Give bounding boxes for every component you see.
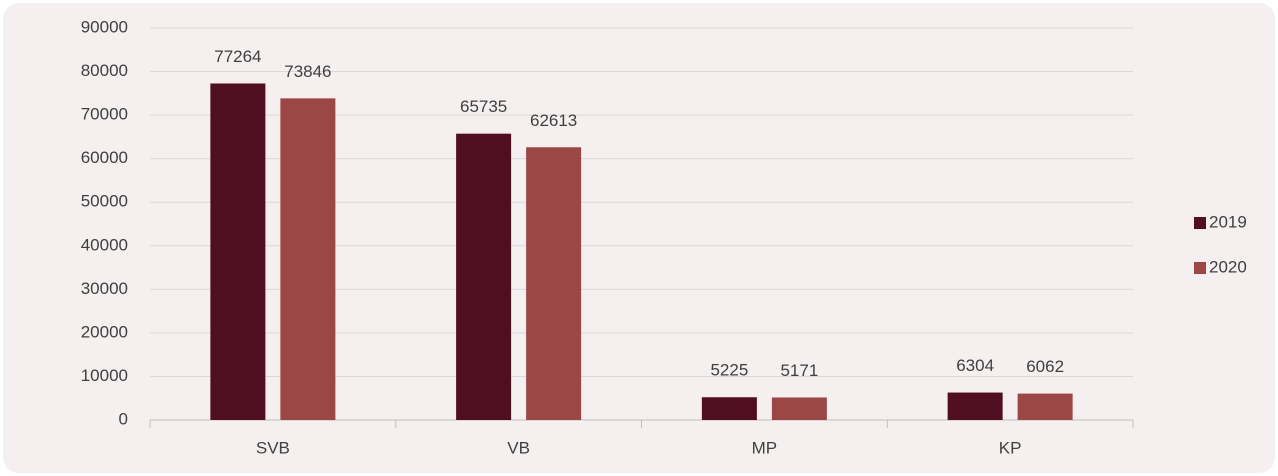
y-tick-label: 10000 (81, 366, 128, 385)
y-tick-label: 70000 (81, 105, 128, 124)
bar (947, 392, 1003, 420)
y-tick-label: 80000 (81, 61, 128, 80)
y-tick-label: 0 (119, 409, 128, 428)
legend-swatch (1194, 217, 1206, 229)
data-label: 5171 (780, 361, 818, 380)
bar (280, 98, 336, 420)
y-tick-label: 90000 (81, 17, 128, 36)
y-tick-label: 30000 (81, 279, 128, 298)
bar (771, 397, 827, 420)
bar (1017, 393, 1073, 420)
legend-label: 2019 (1209, 212, 1247, 231)
chart-background (3, 3, 1275, 473)
y-tick-label: 60000 (81, 148, 128, 167)
legend-label: 2020 (1209, 257, 1247, 276)
y-tick-label: 20000 (81, 322, 128, 341)
y-tick-label: 40000 (81, 235, 128, 254)
x-tick-label: SVB (256, 438, 290, 457)
data-label: 6062 (1026, 357, 1064, 376)
x-tick-label: MP (752, 438, 778, 457)
bar (526, 147, 582, 421)
data-label: 6304 (956, 356, 994, 375)
data-label: 62613 (530, 111, 577, 130)
x-tick-label: VB (507, 438, 530, 457)
data-label: 73846 (284, 62, 331, 81)
x-tick-label: KP (999, 438, 1022, 457)
y-tick-label: 50000 (81, 192, 128, 211)
bar (210, 83, 266, 421)
data-label: 77264 (214, 47, 261, 66)
bar (701, 397, 757, 420)
legend-swatch (1194, 262, 1206, 274)
bar (456, 133, 512, 420)
data-label: 5225 (710, 361, 748, 380)
data-label: 65735 (460, 97, 507, 116)
